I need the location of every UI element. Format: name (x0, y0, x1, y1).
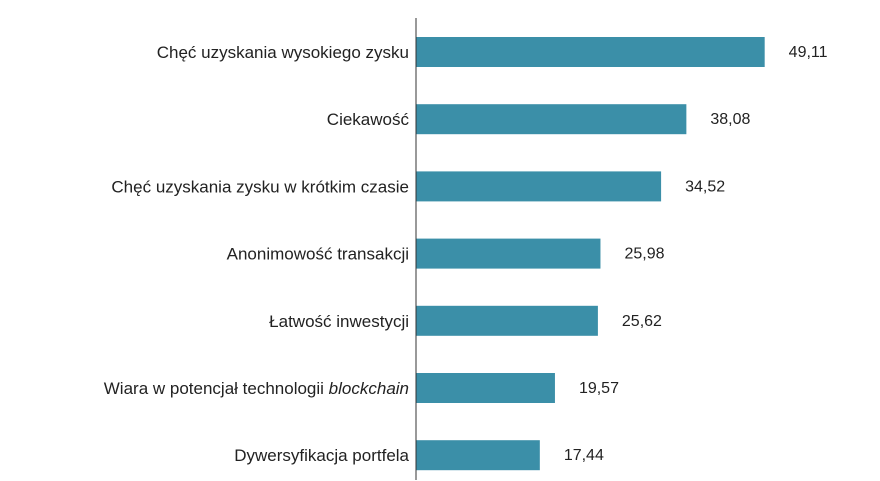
value-labels: 49,11 38,08 34,52 25,98 25,62 19,57 17,44 (564, 44, 828, 464)
category-label: Chęć uzyskania wysokiego zysku (157, 43, 409, 62)
category-label: Wiara w potencjał technologii blockchain (104, 379, 409, 398)
bar (416, 171, 662, 202)
bar (416, 238, 601, 269)
category-label: Ciekawość (327, 110, 410, 129)
value-label: 49,11 (789, 44, 828, 61)
category-label: Dywersyfikacja portfela (234, 446, 409, 465)
category-labels: Chęć uzyskania wysokiego zysku Ciekawość C… (104, 43, 410, 465)
value-label: 38,08 (710, 111, 750, 128)
bar (416, 104, 687, 135)
category-label: Chęć uzyskania zysku w krótkim czasie (111, 177, 409, 196)
value-label: 17,44 (564, 447, 604, 464)
value-label: 34,52 (685, 178, 725, 195)
bars (416, 37, 765, 471)
value-label: 25,62 (622, 313, 662, 330)
bar (416, 37, 765, 67)
value-label: 25,98 (624, 246, 664, 263)
bar (416, 440, 540, 471)
category-label: Anonimowość transakcji (227, 245, 409, 264)
bar (416, 305, 598, 336)
value-label: 19,57 (579, 380, 619, 397)
category-label: Łatwość inwestycji (269, 312, 409, 331)
bar (416, 373, 555, 403)
